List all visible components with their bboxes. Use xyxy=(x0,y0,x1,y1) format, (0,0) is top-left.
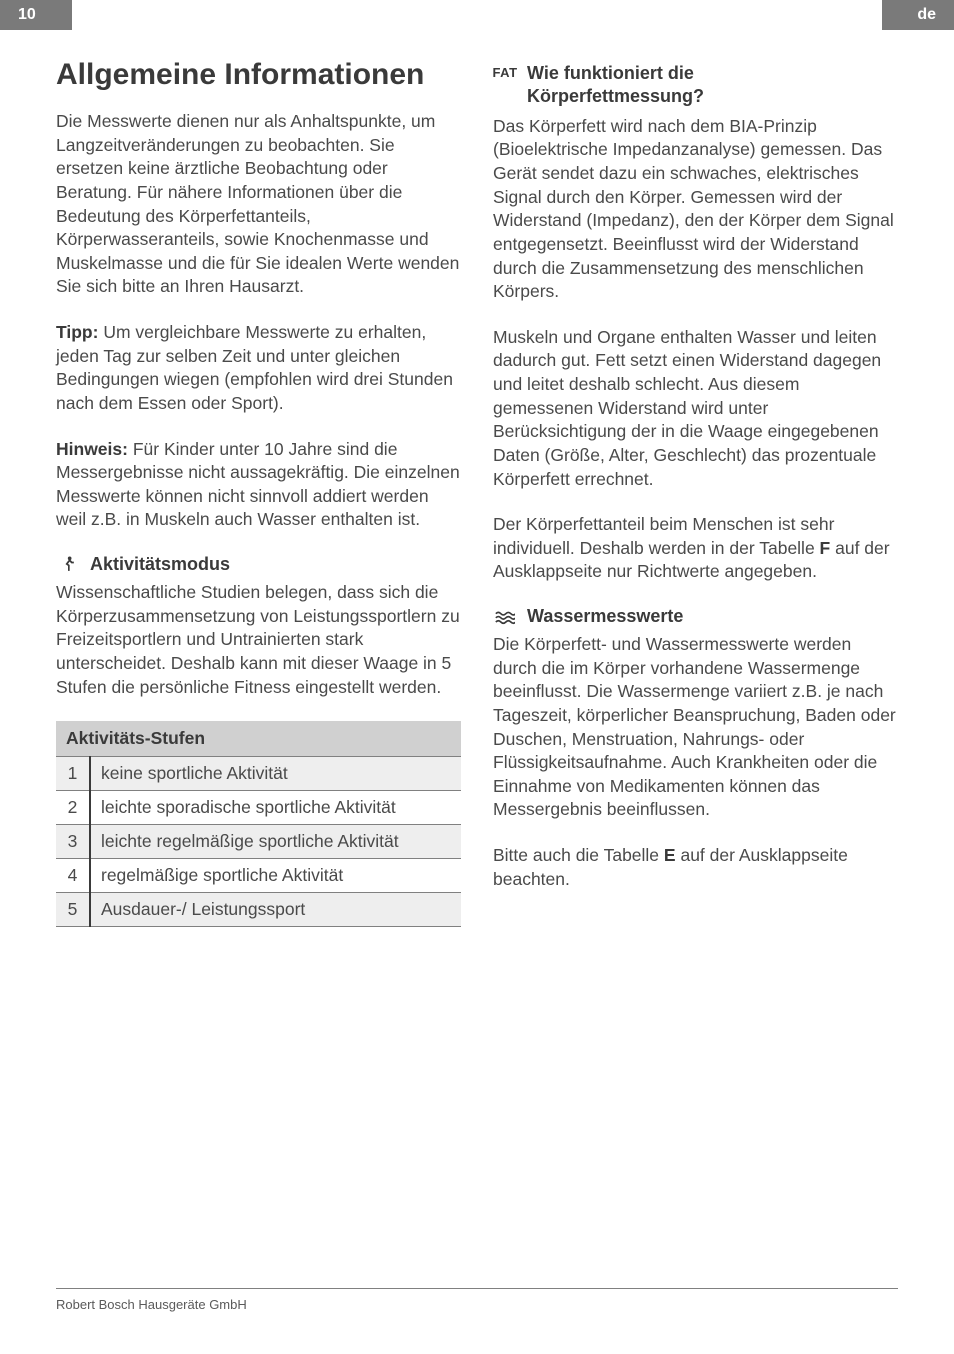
page-language: de xyxy=(882,0,954,30)
fat-paragraph-3: Der Körperfettanteil beim Menschen ist s… xyxy=(493,513,898,584)
runner-icon xyxy=(56,555,80,575)
row-text: keine sportliche Aktivität xyxy=(90,757,461,791)
fat-heading-row: FAT Wie funktioniert die Körperfettmessu… xyxy=(493,62,898,109)
page-number: 10 xyxy=(0,0,72,30)
page-header: 10 de xyxy=(0,0,954,30)
row-number: 3 xyxy=(56,825,90,859)
note-paragraph: Hinweis: Für Kinder unter 10 Jahre sind … xyxy=(56,438,461,533)
fat-icon: FAT xyxy=(493,62,517,80)
left-column: Allgemeine Informationen Die Messwerte d… xyxy=(56,58,461,927)
table-row: 4 regelmäßige sportliche Aktivität xyxy=(56,859,461,893)
fat-label-text: FAT xyxy=(492,65,517,80)
fat-paragraph-2: Muskeln und Organe enthalten Wasser und … xyxy=(493,326,898,491)
water-paragraph-1: Die Körperfett- und Wassermesswerte werd… xyxy=(493,633,898,822)
table-row: 5 Ausdauer-/ Leistungssport xyxy=(56,893,461,927)
header-spacer xyxy=(72,0,882,30)
row-number: 5 xyxy=(56,893,90,927)
footer: Robert Bosch Hausgeräte GmbH xyxy=(56,1288,898,1312)
water-paragraph-2: Bitte auch die Tabelle E auf der Ausklap… xyxy=(493,844,898,891)
tip-text: Um vergleichbare Messwerte zu erhalten, … xyxy=(56,322,453,413)
activity-heading: Aktivitätsmodus xyxy=(90,554,230,575)
content-area: Allgemeine Informationen Die Messwerte d… xyxy=(0,30,954,927)
fat-heading: Wie funktioniert die Körperfettmessung? xyxy=(527,62,704,109)
activity-text: Wissenschaftliche Studien belegen, dass … xyxy=(56,581,461,699)
row-number: 1 xyxy=(56,757,90,791)
row-text: Ausdauer-/ Leistungssport xyxy=(90,893,461,927)
fat-heading-line1: Wie funktioniert die xyxy=(527,63,694,83)
row-number: 4 xyxy=(56,859,90,893)
fat-p3-b: F xyxy=(820,538,831,558)
footer-text: Robert Bosch Hausgeräte GmbH xyxy=(56,1297,247,1312)
row-text: leichte regelmäßige sportliche Aktivität xyxy=(90,825,461,859)
table-row: 1 keine sportliche Aktivität xyxy=(56,757,461,791)
row-text: leichte sporadische sportliche Aktivität xyxy=(90,791,461,825)
tip-label: Tipp: xyxy=(56,322,98,342)
activity-levels-table: Aktivitäts-Stufen 1 keine sportliche Akt… xyxy=(56,721,461,927)
water-heading: Wassermesswerte xyxy=(527,606,683,627)
row-text: regelmäßige sportliche Aktivität xyxy=(90,859,461,893)
tip-paragraph: Tipp: Um vergleichbare Messwerte zu erha… xyxy=(56,321,461,416)
row-number: 2 xyxy=(56,791,90,825)
table-title-row: Aktivitäts-Stufen xyxy=(56,721,461,757)
table-title: Aktivitäts-Stufen xyxy=(56,721,461,757)
water-p2-a: Bitte auch die Tabelle xyxy=(493,845,664,865)
intro-paragraph: Die Messwerte dienen nur als Anhalts­pun… xyxy=(56,110,461,299)
water-heading-row: Wassermesswerte xyxy=(493,606,898,627)
water-icon xyxy=(493,609,517,625)
fat-heading-line2: Körperfettmessung? xyxy=(527,85,704,108)
note-label: Hinweis: xyxy=(56,439,128,459)
activity-heading-row: Aktivitätsmodus xyxy=(56,554,461,575)
page-title: Allgemeine Informationen xyxy=(56,58,461,92)
right-column: FAT Wie funktioniert die Körperfettmessu… xyxy=(493,58,898,927)
table-row: 2 leichte sporadische sportliche Aktivit… xyxy=(56,791,461,825)
fat-paragraph-1: Das Körperfett wird nach dem BIA-Prinzip… xyxy=(493,115,898,304)
fat-p3-a: Der Körperfettanteil beim Menschen ist s… xyxy=(493,514,834,558)
water-p2-b: E xyxy=(664,845,676,865)
table-row: 3 leichte regelmäßige sportliche Aktivit… xyxy=(56,825,461,859)
